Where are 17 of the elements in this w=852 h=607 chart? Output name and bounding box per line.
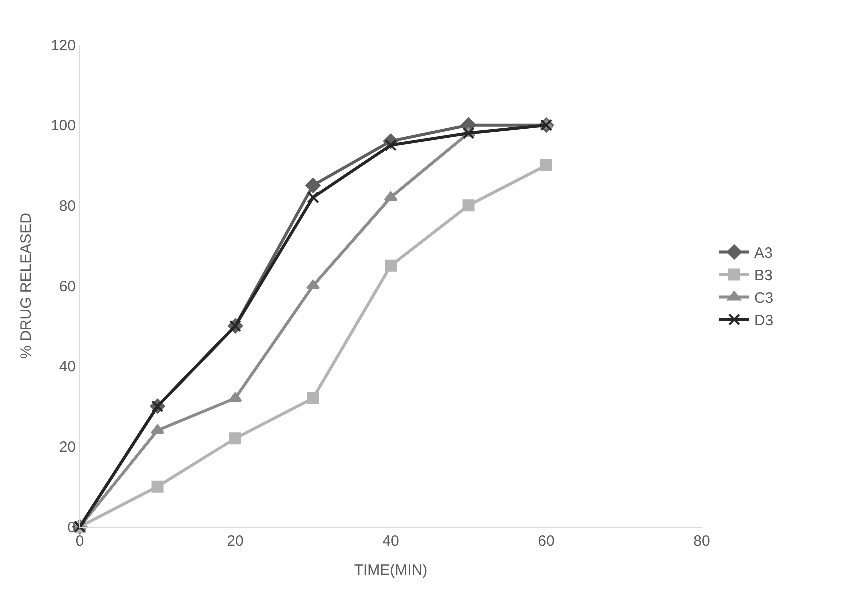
y-tick-label: 0 (68, 519, 76, 536)
legend-label: D3 (754, 312, 774, 330)
y-tick-label: 20 (59, 438, 76, 456)
legend-label: C3 (754, 290, 774, 308)
x-tick-label: 20 (227, 533, 244, 550)
y-axis-title: % DRUG RELEASED (18, 212, 36, 359)
x-tick-label: 40 (382, 533, 400, 550)
y-tick-label: 40 (59, 358, 76, 376)
y-tick-label: 60 (59, 278, 76, 296)
y-tick-label: 100 (50, 118, 76, 135)
y-tick-label: 120 (50, 37, 76, 54)
x-tick-label: 80 (694, 533, 710, 550)
legend-label: A3 (754, 245, 773, 262)
legend-label: B3 (754, 268, 773, 285)
x-axis-title: TIME(MIN) (354, 562, 428, 579)
x-tick-label: 60 (538, 533, 555, 550)
y-tick-label: 80 (59, 198, 76, 215)
